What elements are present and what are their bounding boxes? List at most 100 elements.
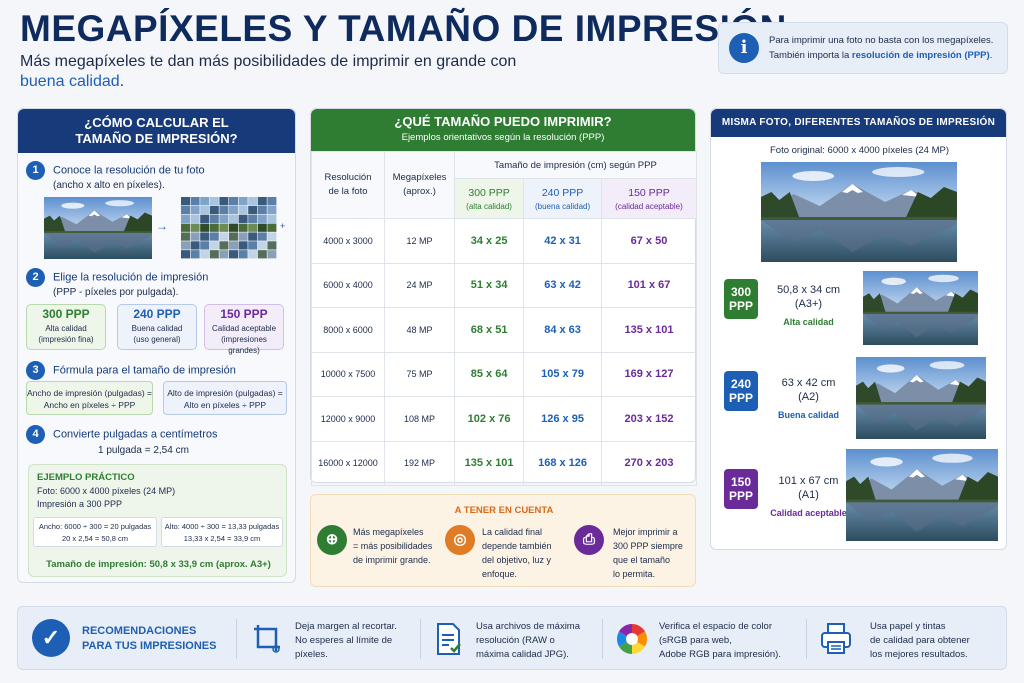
col-header-resolution-text: Resolución de la foto: [321, 171, 376, 199]
page-subtitle: Más megapíxeles te dan más posibilidades…: [20, 52, 540, 92]
example-height-line-1: Alto: 4000 ÷ 300 = 13,33 pulgadas: [162, 521, 282, 533]
cell-300: 135 x 101: [455, 441, 524, 486]
table-row: 4000 x 3000 12 MP 34 x 25 42 x 31 67 x 50: [312, 219, 697, 264]
example-print: Impresión a 300 PPP: [37, 499, 122, 509]
badge-150: 150 PPP: [724, 469, 758, 509]
recommendations-bar: ✓ RECOMENDACIONES PARA TUS IMPRESIONES De…: [17, 606, 1007, 670]
tip-2-line: Usa archivos de máxima: [476, 620, 580, 634]
divider: [602, 619, 603, 659]
how-to-heading-text: ¿CÓMO CALCULAR EL TAMAÑO DE IMPRESIÓN?: [57, 115, 257, 147]
formula-height-line-1: Alto de impresión (pulgadas) =: [164, 387, 286, 399]
ppi-desc: (impresión fina): [38, 335, 93, 344]
ppi-option-240: 240 PPP Buena calidad (uso general): [117, 304, 197, 350]
cell-150: 135 x 101: [601, 308, 696, 353]
photo-thumbnail: [44, 197, 152, 259]
step-1-title: Conoce la resolución de tu foto: [53, 165, 205, 177]
step-3-title: Fórmula para el tamaño de impresión: [53, 365, 236, 377]
tip-4-line: los mejores resultados.: [870, 648, 970, 662]
zoom-in-icon: ⊕: [317, 525, 347, 555]
size-value: 50,8 x 34 cm: [761, 283, 856, 297]
print-size-table-panel: ¿QUÉ TAMAÑO PUEDO IMPRIMIR? Ejemplos ori…: [310, 108, 696, 483]
note-item-2: La calidad final depende también del objet…: [482, 525, 552, 581]
cell-240: 84 x 63: [524, 308, 602, 353]
size-quality: Calidad aceptable: [761, 506, 856, 520]
note-1-line: = más posibilidades: [353, 539, 432, 553]
cell-240: 168 x 126: [524, 441, 602, 486]
step-4-number: 4: [26, 425, 45, 444]
subtitle-text: Más megapíxeles te dan más posibilidades…: [20, 53, 516, 70]
col-header-megapixels: Megapíxeles (aprox.): [385, 152, 455, 219]
check-icon: ✓: [32, 619, 70, 657]
same-photo-heading: MISMA FOTO, DIFERENTES TAMAÑOS DE IMPRES…: [711, 109, 1006, 137]
tip-1-line: No esperes al límite de: [295, 634, 397, 648]
cell-res: 4000 x 3000: [312, 219, 385, 264]
cell-240: 42 x 31: [524, 219, 602, 264]
divider: [236, 619, 237, 659]
tip-3-line: Verifica el espacio de color: [659, 620, 781, 634]
arrow-right-icon: →: [156, 219, 168, 233]
table-subtitle: Ejemplos orientativos según la resolució…: [311, 132, 695, 143]
photo-300: [863, 271, 978, 345]
size-paper: (A3+): [761, 297, 856, 311]
cell-res: 6000 x 4000: [312, 263, 385, 308]
ppi-option-300: 300 PPP Alta calidad (impresión fina): [26, 304, 106, 350]
tip-2: Usa archivos de máxima resolución (RAW o m…: [476, 620, 580, 662]
step-1-number: 1: [26, 161, 45, 180]
cell-150: 169 x 127: [601, 352, 696, 397]
formula-width: Ancho de impresión (pulgadas) = Ancho en …: [26, 381, 153, 415]
badge-300: 300 PPP: [724, 279, 758, 319]
note-2-line: enfoque.: [482, 567, 552, 581]
cell-res: 16000 x 12000: [312, 441, 385, 486]
example-box: EJEMPLO PRÁCTICO Foto: 6000 x 4000 píxel…: [28, 464, 287, 577]
table-row: 12000 x 9000 108 MP 102 x 76 126 x 95 203 x …: [312, 397, 697, 442]
ppi-desc: (impresiones grandes): [221, 335, 267, 355]
info-line-1: Para imprimir una foto no basta con los …: [769, 33, 999, 48]
example-width: Ancho: 6000 ÷ 300 = 20 pulgadas 20 x 2,54…: [33, 517, 157, 547]
tip-1-line: píxeles.: [295, 648, 397, 662]
size-value: 63 x 42 cm: [761, 376, 856, 390]
cell-mp: 192 MP: [385, 441, 455, 486]
note-3-line: Mejor imprimir a: [613, 525, 683, 539]
printer-icon: ⎙: [574, 525, 604, 555]
tip-1: Deja margen al recortar. No esperes al lí…: [295, 620, 397, 662]
step-3: 3 Fórmula para el tamaño de impresión: [26, 361, 236, 380]
cell-240: 105 x 79: [524, 352, 602, 397]
col-300-value: 300 PPP: [455, 187, 523, 199]
ppi-value: 300 PPP: [27, 309, 105, 320]
info-highlight: resolución de impresión (PPP): [852, 50, 990, 61]
col-header-resolution: Resolución de la foto: [312, 152, 385, 219]
badge-num: 240: [724, 377, 758, 391]
col-150-sub: (calidad aceptable): [602, 202, 696, 211]
cell-150: 67 x 50: [601, 219, 696, 264]
formula-height-line-2: Alto en píxeles ÷ PPP: [164, 399, 286, 411]
formula-height: Alto de impresión (pulgadas) = Alto en pí…: [163, 381, 287, 415]
note-item-1: Más megapíxeles = más posibilidades de imp…: [353, 525, 432, 567]
crop-icon: [250, 621, 286, 657]
table-row: 16000 x 12000 192 MP 135 x 101 168 x 126 270…: [312, 441, 697, 486]
size-paper: (A1): [761, 488, 856, 502]
note-item-3: Mejor imprimir a 300 PPP siempre que el ta…: [613, 525, 683, 581]
printer-icon: [818, 621, 854, 657]
table-row: 8000 x 6000 48 MP 68 x 51 84 x 63 135 x 101: [312, 308, 697, 353]
recommendations-heading-2: PARA TUS IMPRESIONES: [82, 639, 216, 654]
ppi-value: 150 PPP: [205, 309, 283, 320]
step-2: 2 Elige la resolución de impresión: [26, 268, 208, 287]
tip-4: Usa papel y tintas de calidad para obtene…: [870, 620, 970, 662]
example-photo: Foto: 6000 x 4000 píxeles (24 MP): [37, 486, 175, 496]
photo-150: [846, 449, 998, 541]
ppi-label: Alta calidad: [45, 324, 86, 333]
formula-width-line-2: Ancho en píxeles ÷ PPP: [27, 399, 152, 411]
plus-icon: +: [280, 221, 285, 231]
cell-mp: 48 MP: [385, 308, 455, 353]
cell-150: 270 x 203: [601, 441, 696, 486]
step-4-title: Convierte pulgadas a centímetros: [53, 429, 217, 441]
note-3-line: lo permita.: [613, 567, 683, 581]
cell-res: 8000 x 6000: [312, 308, 385, 353]
badge-unit: PPP: [724, 489, 758, 503]
example-result: Tamaño de impresión: 50,8 x 33,9 cm (apr…: [29, 559, 288, 570]
tip-4-line: Usa papel y tintas: [870, 620, 970, 634]
badge-240: 240 PPP: [724, 371, 758, 411]
size-240: 63 x 42 cm (A2) Buena calidad: [761, 376, 856, 422]
note-2-line: depende también: [482, 539, 552, 553]
note-box: A TENER EN CUENTA ⊕ Más megapíxeles = más…: [310, 494, 696, 587]
